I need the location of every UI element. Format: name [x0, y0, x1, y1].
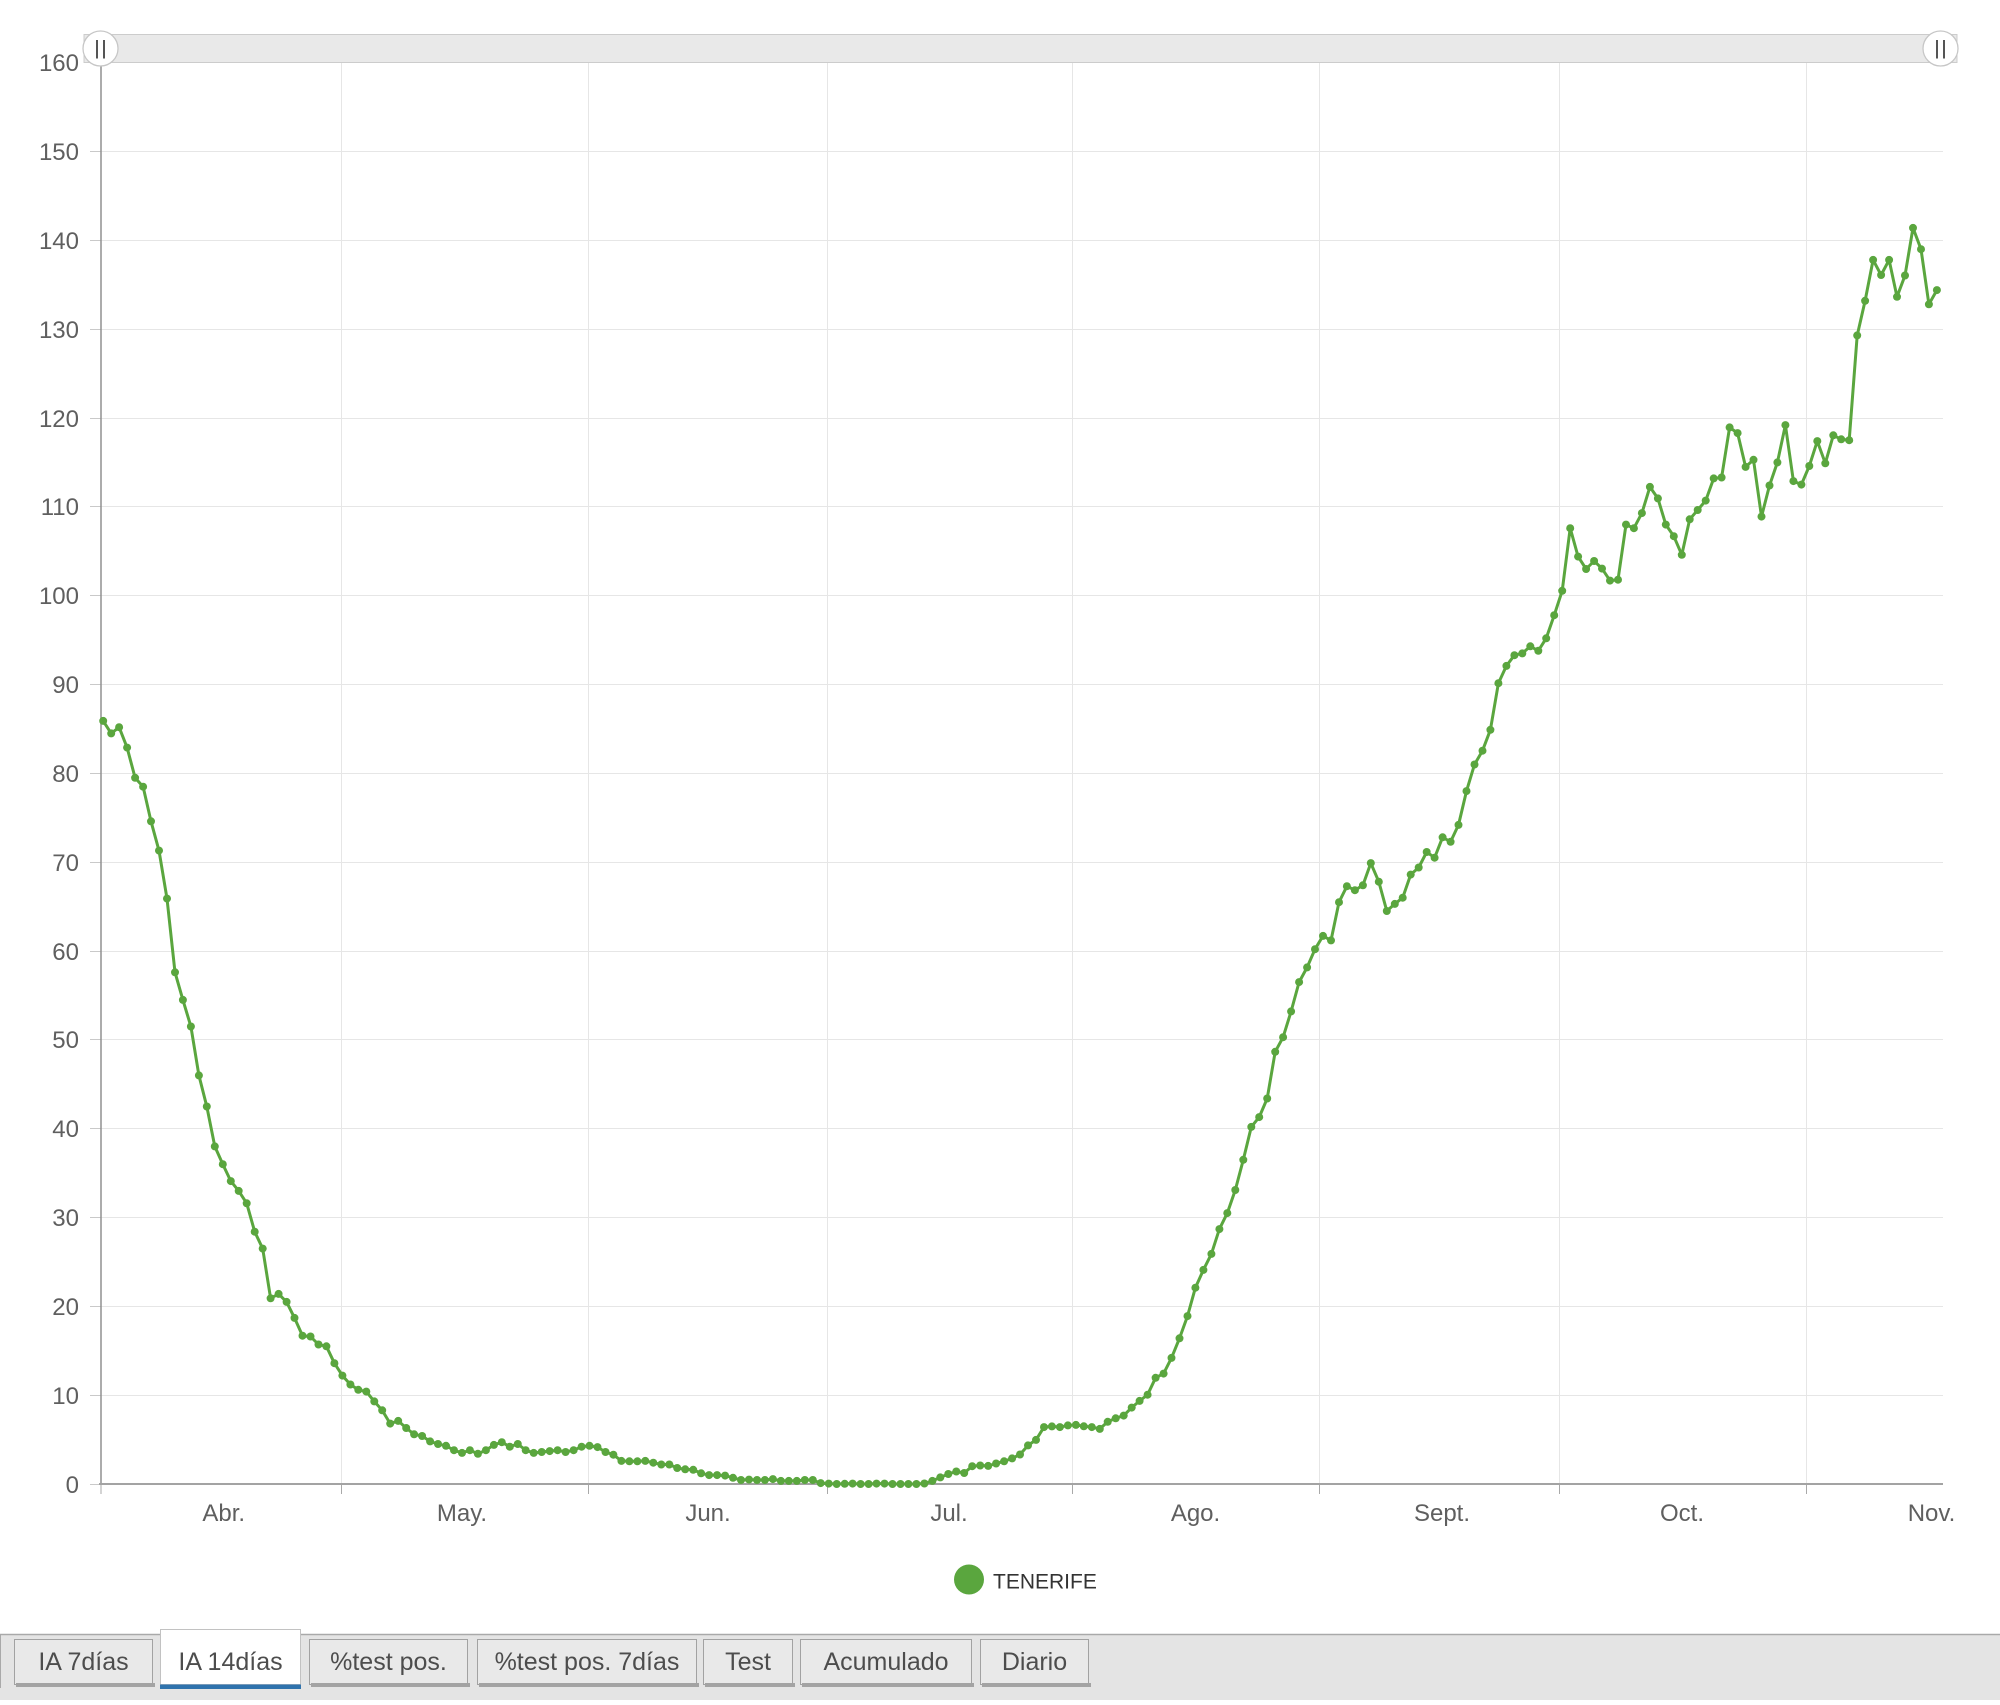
svg-text:Oct.: Oct. — [1660, 1500, 1704, 1527]
svg-text:50: 50 — [52, 1027, 79, 1054]
svg-text:10: 10 — [52, 1383, 79, 1410]
svg-text:May.: May. — [437, 1500, 487, 1527]
svg-text:Abr.: Abr. — [202, 1500, 245, 1527]
svg-text:160: 160 — [39, 50, 79, 77]
svg-text:20: 20 — [52, 1294, 79, 1321]
svg-text:IA 14días: IA 14días — [178, 1648, 282, 1676]
svg-text:140: 140 — [39, 228, 79, 255]
svg-text:IA 7días: IA 7días — [38, 1648, 128, 1676]
svg-text:TENERIFE: TENERIFE — [993, 1571, 1097, 1594]
svg-text:120: 120 — [39, 406, 79, 433]
svg-text:90: 90 — [52, 672, 79, 699]
svg-text:60: 60 — [52, 939, 79, 966]
svg-text:Acumulado: Acumulado — [823, 1648, 948, 1676]
svg-text:150: 150 — [39, 139, 79, 166]
svg-text:100: 100 — [39, 583, 79, 610]
svg-text:130: 130 — [39, 317, 79, 344]
svg-text:Nov.: Nov. — [1908, 1500, 1956, 1527]
svg-text:0: 0 — [66, 1472, 79, 1499]
svg-text:Jun.: Jun. — [685, 1500, 730, 1527]
svg-text:40: 40 — [52, 1116, 79, 1143]
svg-text:Sept.: Sept. — [1414, 1500, 1470, 1527]
svg-text:Ago.: Ago. — [1171, 1500, 1220, 1527]
svg-text:Diario: Diario — [1002, 1648, 1067, 1676]
svg-text:%test pos.: %test pos. — [330, 1648, 447, 1676]
svg-text:80: 80 — [52, 761, 79, 788]
svg-text:70: 70 — [52, 850, 79, 877]
svg-text:%test pos. 7días: %test pos. 7días — [495, 1648, 680, 1676]
svg-text:30: 30 — [52, 1205, 79, 1232]
svg-text:Test: Test — [725, 1648, 771, 1676]
svg-text:Jul.: Jul. — [930, 1500, 967, 1527]
svg-text:110: 110 — [41, 494, 79, 521]
